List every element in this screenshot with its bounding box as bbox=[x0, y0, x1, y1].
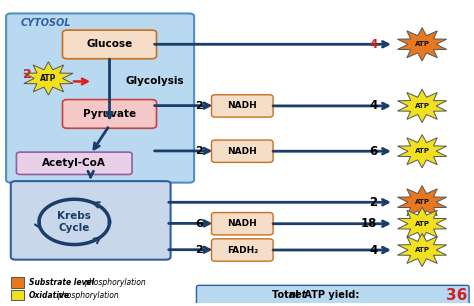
FancyBboxPatch shape bbox=[11, 181, 171, 260]
Polygon shape bbox=[398, 89, 447, 122]
Text: 18: 18 bbox=[361, 217, 377, 230]
Text: 4: 4 bbox=[369, 99, 377, 112]
FancyBboxPatch shape bbox=[11, 277, 24, 288]
Text: 2: 2 bbox=[23, 68, 32, 81]
Text: 2: 2 bbox=[195, 101, 203, 111]
Text: ATP yield:: ATP yield: bbox=[301, 290, 360, 300]
Polygon shape bbox=[398, 186, 447, 219]
FancyBboxPatch shape bbox=[11, 289, 24, 300]
Text: 2: 2 bbox=[195, 146, 203, 156]
Text: 6: 6 bbox=[369, 145, 377, 158]
Text: 36: 36 bbox=[446, 288, 467, 303]
FancyBboxPatch shape bbox=[63, 99, 156, 128]
Polygon shape bbox=[398, 233, 447, 267]
Text: Total: Total bbox=[272, 290, 302, 300]
FancyBboxPatch shape bbox=[211, 95, 273, 117]
Text: ATP: ATP bbox=[415, 221, 429, 227]
Text: phosphorylation: phosphorylation bbox=[83, 278, 146, 287]
Text: Pyruvate: Pyruvate bbox=[83, 109, 136, 119]
Polygon shape bbox=[398, 207, 447, 240]
Polygon shape bbox=[398, 28, 447, 61]
FancyBboxPatch shape bbox=[196, 285, 469, 305]
Text: Oxidative: Oxidative bbox=[28, 290, 70, 300]
Text: ATP: ATP bbox=[415, 103, 429, 109]
FancyBboxPatch shape bbox=[211, 213, 273, 235]
Text: ATP: ATP bbox=[415, 148, 429, 154]
Text: ATP: ATP bbox=[415, 41, 429, 47]
Text: FADH₂: FADH₂ bbox=[227, 245, 258, 255]
Polygon shape bbox=[24, 62, 73, 95]
Text: 2: 2 bbox=[195, 245, 203, 255]
Polygon shape bbox=[398, 135, 447, 168]
FancyBboxPatch shape bbox=[17, 152, 132, 174]
Text: ATP: ATP bbox=[415, 199, 429, 205]
Text: CYTOSOL: CYTOSOL bbox=[20, 18, 71, 28]
FancyBboxPatch shape bbox=[211, 239, 273, 261]
Text: Acetyl-CoA: Acetyl-CoA bbox=[42, 158, 106, 168]
Text: 6: 6 bbox=[195, 219, 203, 229]
FancyBboxPatch shape bbox=[6, 13, 194, 183]
Text: Glucose: Glucose bbox=[86, 39, 133, 49]
Text: Krebs
Cycle: Krebs Cycle bbox=[57, 211, 91, 233]
Text: ATP: ATP bbox=[40, 74, 56, 83]
Text: phosphorylation: phosphorylation bbox=[57, 290, 118, 300]
Text: ATP: ATP bbox=[415, 247, 429, 253]
Text: net: net bbox=[289, 290, 307, 300]
Text: NADH: NADH bbox=[228, 147, 257, 156]
FancyBboxPatch shape bbox=[63, 30, 156, 59]
Text: Glycolysis: Glycolysis bbox=[126, 76, 184, 86]
Text: NADH: NADH bbox=[228, 219, 257, 228]
Text: Substrate level: Substrate level bbox=[28, 278, 94, 287]
Text: NADH: NADH bbox=[228, 101, 257, 110]
FancyBboxPatch shape bbox=[211, 140, 273, 162]
Text: 4: 4 bbox=[369, 244, 377, 256]
Text: 2: 2 bbox=[369, 196, 377, 209]
Text: 4: 4 bbox=[369, 38, 377, 51]
